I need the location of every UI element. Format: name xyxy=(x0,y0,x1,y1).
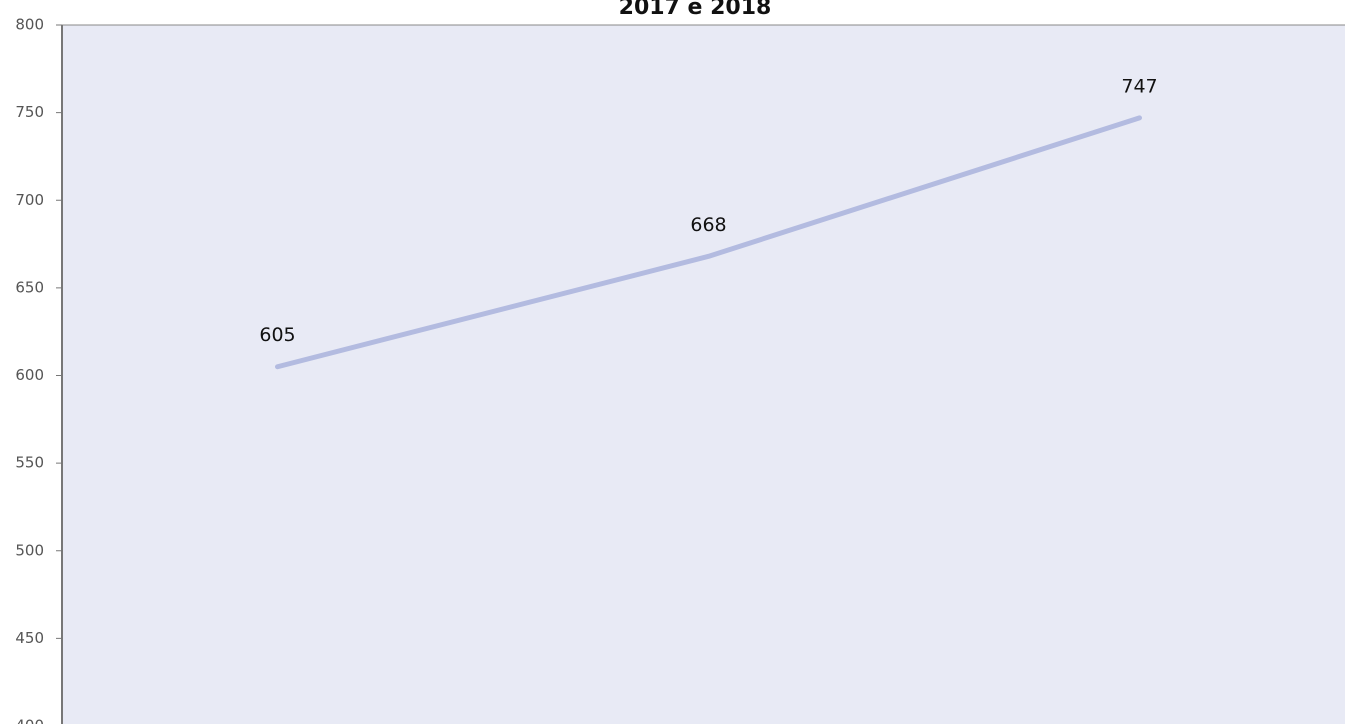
data-label: 668 xyxy=(690,214,726,236)
data-label: 605 xyxy=(259,324,295,346)
y-tick-label: 450 xyxy=(15,629,44,647)
y-tick-label: 700 xyxy=(15,191,44,209)
y-tick-label: 550 xyxy=(15,454,44,472)
y-tick-label: 750 xyxy=(15,103,44,121)
chart-title: 2017 e 2018 xyxy=(619,0,772,20)
y-tick-label: 800 xyxy=(15,16,44,34)
y-tick-label: 600 xyxy=(15,366,44,384)
y-tick-label: 400 xyxy=(15,717,44,724)
y-tick-label: 500 xyxy=(15,541,44,559)
plot-area xyxy=(61,24,1345,724)
data-label: 747 xyxy=(1121,75,1157,97)
y-tick-label: 650 xyxy=(15,278,44,296)
data-line xyxy=(275,115,1142,370)
